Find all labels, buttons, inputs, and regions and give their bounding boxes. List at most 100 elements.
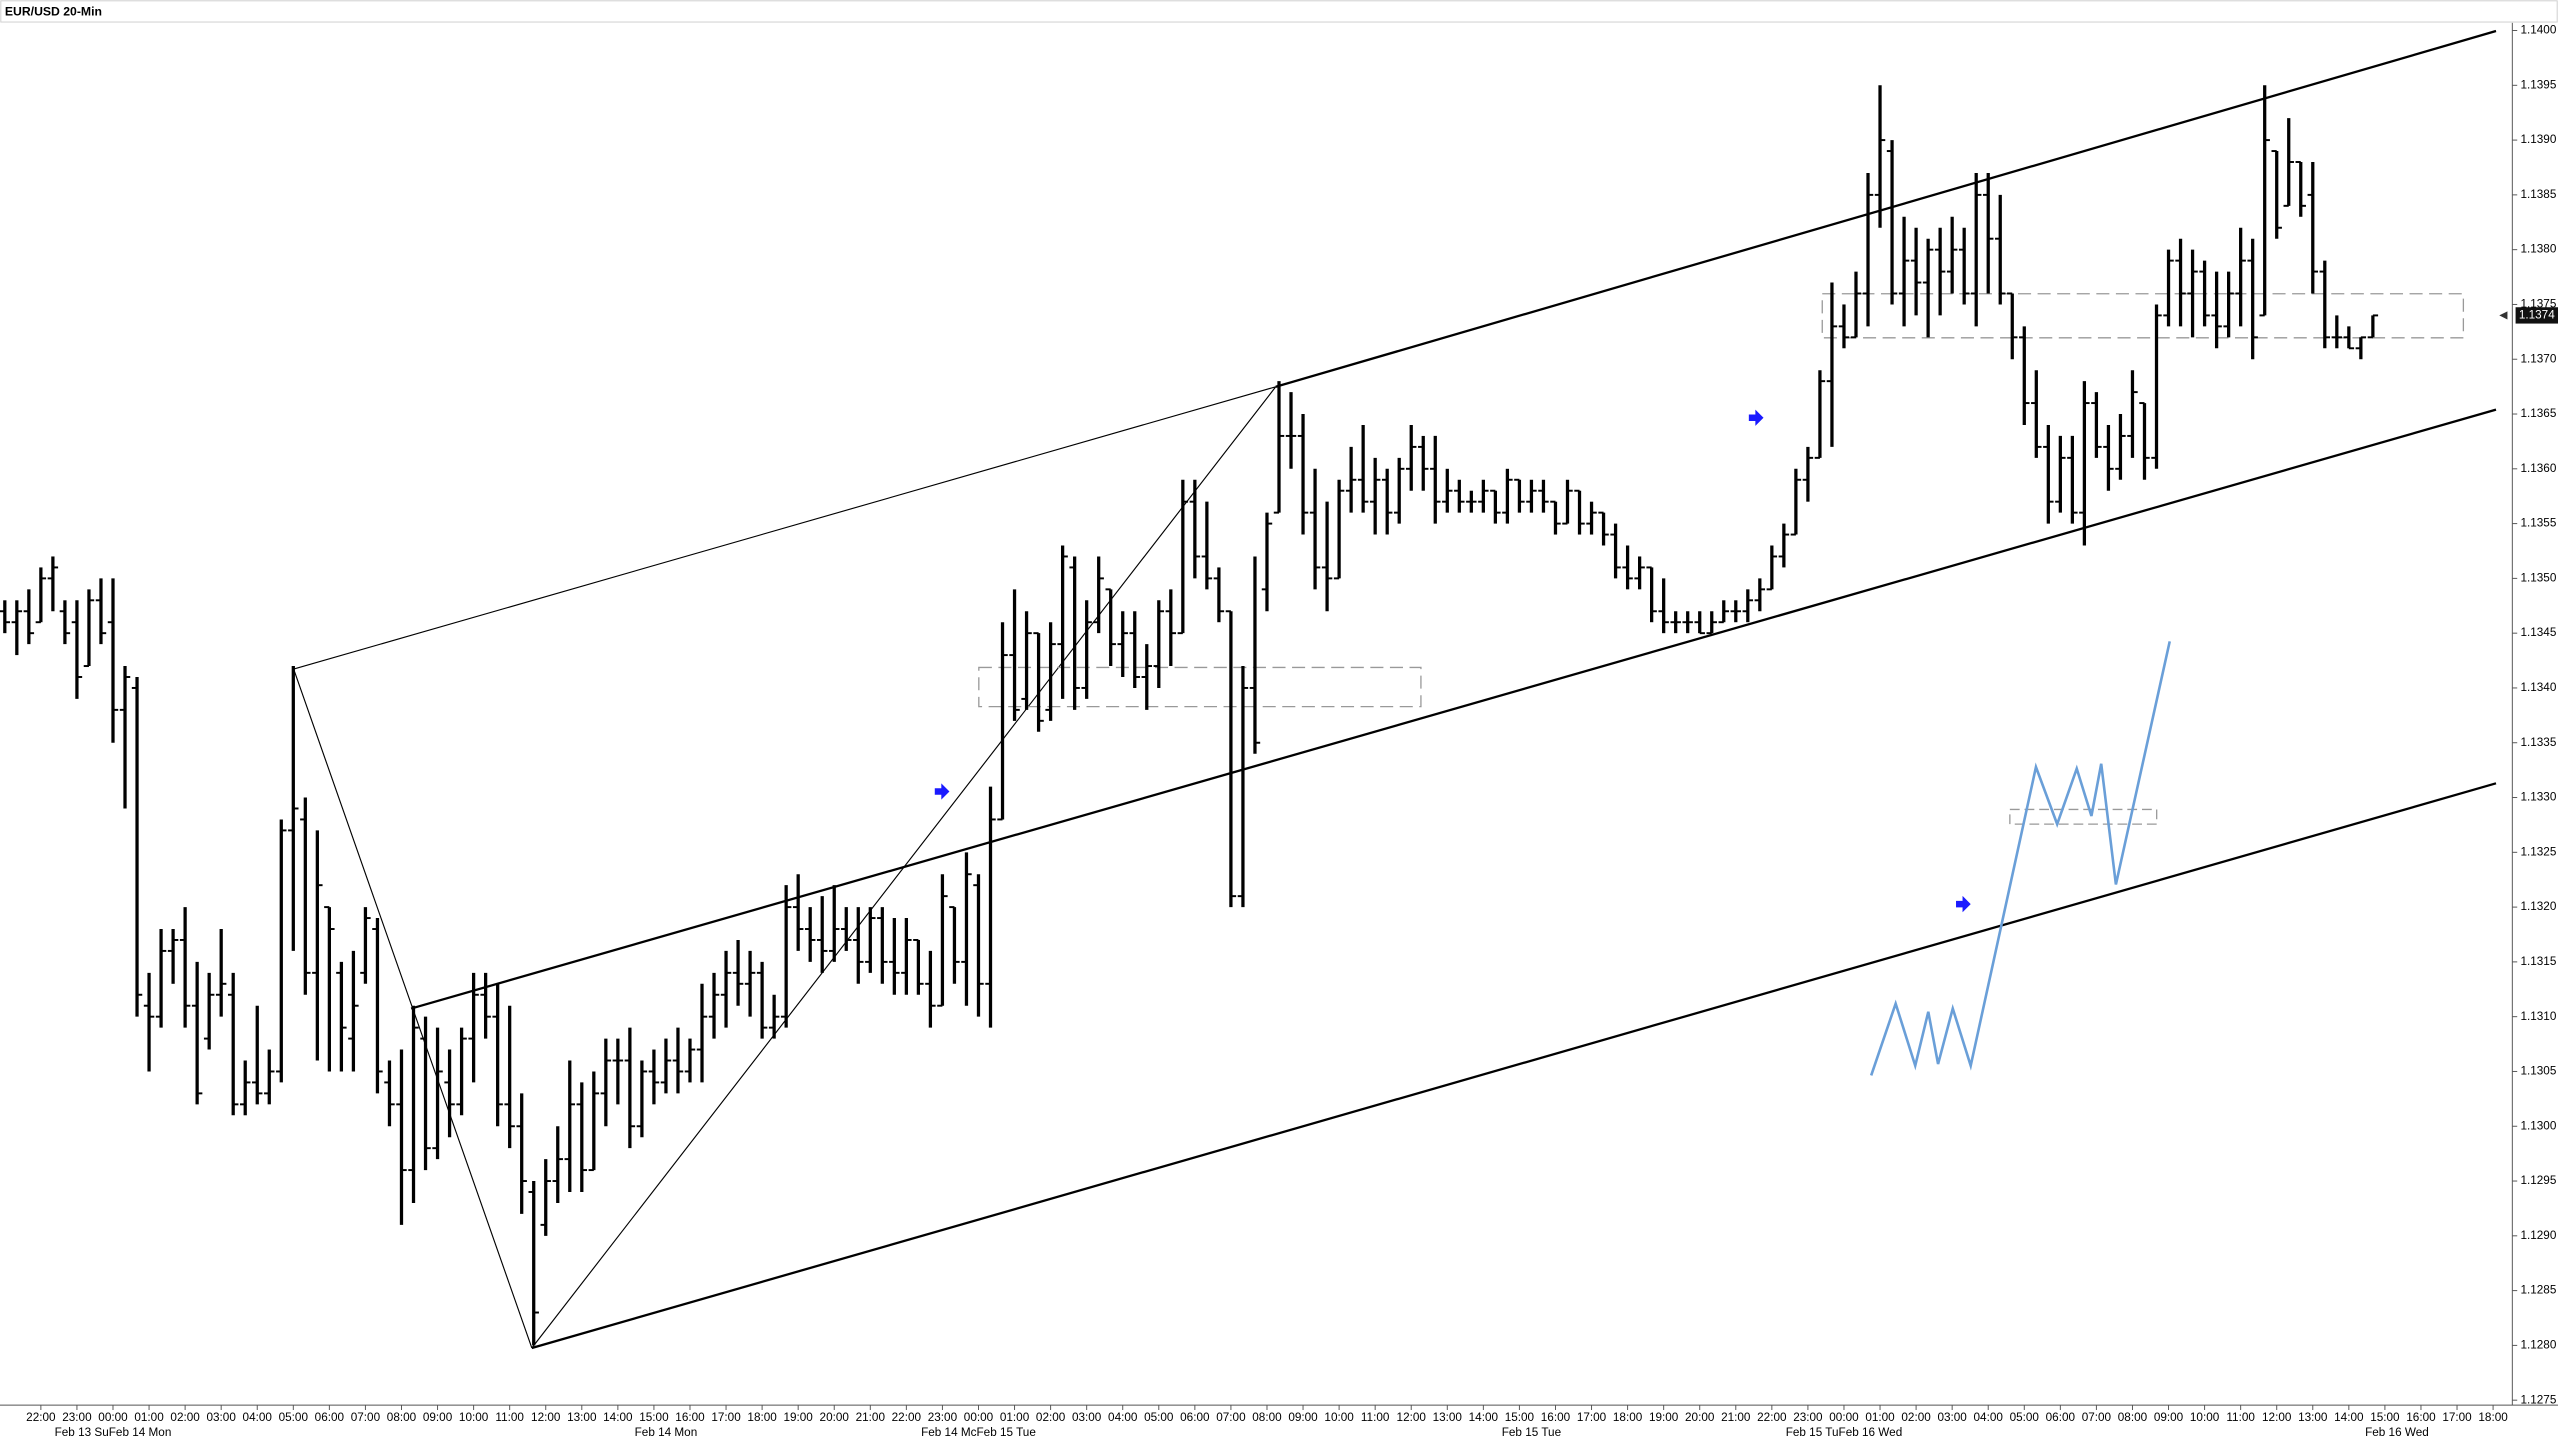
x-tick-label: 06:00 [2046,1411,2076,1424]
y-tick-label: 1.1275 [2520,1393,2556,1406]
y-tick-label: 1.1320 [2520,900,2556,913]
date-label: Feb 15 TuFeb 16 Wed [1786,1426,1903,1439]
y-tick-label: 1.1295 [2520,1174,2556,1187]
x-tick-label: 18:00 [1613,1411,1643,1424]
x-tick-label: 20:00 [820,1411,850,1424]
y-tick-label: 1.1355 [2520,517,2556,530]
x-tick-label: 00:00 [1829,1411,1859,1424]
y-tick-label: 1.1350 [2520,571,2556,584]
y-tick-label: 1.1370 [2520,352,2556,365]
pitchfork-upper [1275,29,2497,388]
x-tick-label: 23:00 [1793,1411,1823,1424]
y-tick-label: 1.1340 [2520,681,2556,694]
x-tick-label: 14:00 [1469,1411,1499,1424]
x-tick-label: 05:00 [279,1411,309,1424]
x-tick-label: 22:00 [26,1411,56,1424]
date-label: Feb 14 Mon [635,1426,698,1439]
x-tick-label: 09:00 [1288,1411,1318,1424]
last-price-pointer [2499,311,2508,320]
drawing-tools [293,29,2497,1350]
x-tick-label: 11:00 [495,1411,524,1424]
y-tick-label: 1.1290 [2520,1229,2556,1242]
x-tick-label: 13:00 [2298,1411,2328,1424]
x-tick-label: 03:00 [206,1411,236,1424]
signal-arrow [1956,895,1971,913]
x-tick-label: 14:00 [603,1411,633,1424]
x-tick-label: 15:00 [2370,1411,2400,1424]
y-tick-label: 1.1390 [2520,133,2556,146]
date-label: Feb 16 Wed [2365,1426,2429,1439]
x-tick-label: 03:00 [1937,1411,1967,1424]
x-tick-label: 12:00 [2262,1411,2292,1424]
x-tick-label: 02:00 [1036,1411,1066,1424]
x-tick-label: 01:00 [1865,1411,1895,1424]
x-tick-label: 02:00 [1901,1411,1931,1424]
x-tick-label: 18:00 [747,1411,777,1424]
x-tick-label: 17:00 [711,1411,741,1424]
date-label: Feb 14 McFeb 15 Tue [921,1426,1036,1439]
x-tick-label: 23:00 [928,1411,958,1424]
x-tick-label: 17:00 [2442,1411,2472,1424]
y-tick-label: 1.1330 [2520,791,2556,804]
x-tick-label: 04:00 [1108,1411,1138,1424]
ohlc-bars [0,85,2379,1346]
x-tick-label: 15:00 [1505,1411,1535,1424]
y-tick-label: 1.1395 [2520,78,2556,91]
x-tick-label: 04:00 [243,1411,273,1424]
date-label: Feb 15 Tue [1502,1426,1561,1439]
x-tick-label: 05:00 [1144,1411,1174,1424]
x-tick-label: 07:00 [2082,1411,2112,1424]
x-tick-label: 07:00 [1216,1411,1246,1424]
x-tick-label: 03:00 [1072,1411,1102,1424]
pitchfork-handle [293,386,1276,670]
y-tick-label: 1.1335 [2520,736,2556,749]
projection-path [1869,641,2172,1076]
x-tick-label: 01:00 [1000,1411,1030,1424]
x-tick-label: 22:00 [1757,1411,1787,1424]
zone-box [2009,808,2158,825]
x-tick-label: 13:00 [1433,1411,1463,1424]
y-tick-label: 1.1300 [2520,1119,2556,1132]
signal-arrow [934,783,950,800]
x-tick-label: 12:00 [1397,1411,1427,1424]
x-tick-label: 09:00 [423,1411,453,1424]
x-tick-label: 06:00 [315,1411,345,1424]
x-tick-label: 08:00 [2118,1411,2148,1424]
title-bar [0,0,2558,23]
x-tick-label: 21:00 [1721,1411,1751,1424]
x-tick-label: 00:00 [98,1411,128,1424]
x-tick-label: 01:00 [134,1411,164,1424]
y-tick-label: 1.1305 [2520,1065,2556,1078]
x-tick-label: 23:00 [62,1411,92,1424]
x-tick-label: 08:00 [387,1411,417,1424]
x-tick-label: 05:00 [2010,1411,2040,1424]
x-tick-label: 09:00 [2154,1411,2184,1424]
x-tick-label: 06:00 [1180,1411,1210,1424]
y-tick-label: 1.1380 [2520,243,2556,256]
x-tick-label: 10:00 [2190,1411,2220,1424]
x-tick-label: 04:00 [1974,1411,2004,1424]
x-tick-label: 15:00 [639,1411,669,1424]
x-tick-label: 07:00 [351,1411,381,1424]
x-tick-label: 08:00 [1252,1411,1282,1424]
x-tick-label: 20:00 [1685,1411,1715,1424]
y-tick-label: 1.1365 [2520,407,2556,420]
y-tick-label: 1.1280 [2520,1338,2556,1351]
x-tick-label: 18:00 [2478,1411,2508,1424]
x-tick-label: 19:00 [1649,1411,1679,1424]
date-label: Feb 13 SuFeb 14 Mon [55,1426,172,1439]
x-tick-label: 12:00 [531,1411,561,1424]
chart-title: EUR/USD 20-Min [5,4,102,18]
x-tick-label: 00:00 [964,1411,994,1424]
x-tick-label: 16:00 [1541,1411,1571,1424]
y-tick-label: 1.1360 [2520,462,2556,475]
x-tick-label: 16:00 [675,1411,705,1424]
x-tick-label: 10:00 [459,1411,489,1424]
y-tick-label: 1.1400 [2520,24,2556,37]
y-tick-label: 1.1315 [2520,955,2556,968]
x-tick-label: 19:00 [783,1411,813,1424]
y-tick-label: 1.1285 [2520,1284,2556,1297]
y-tick-label: 1.1310 [2520,1010,2556,1023]
signal-arrow [1748,409,1764,426]
